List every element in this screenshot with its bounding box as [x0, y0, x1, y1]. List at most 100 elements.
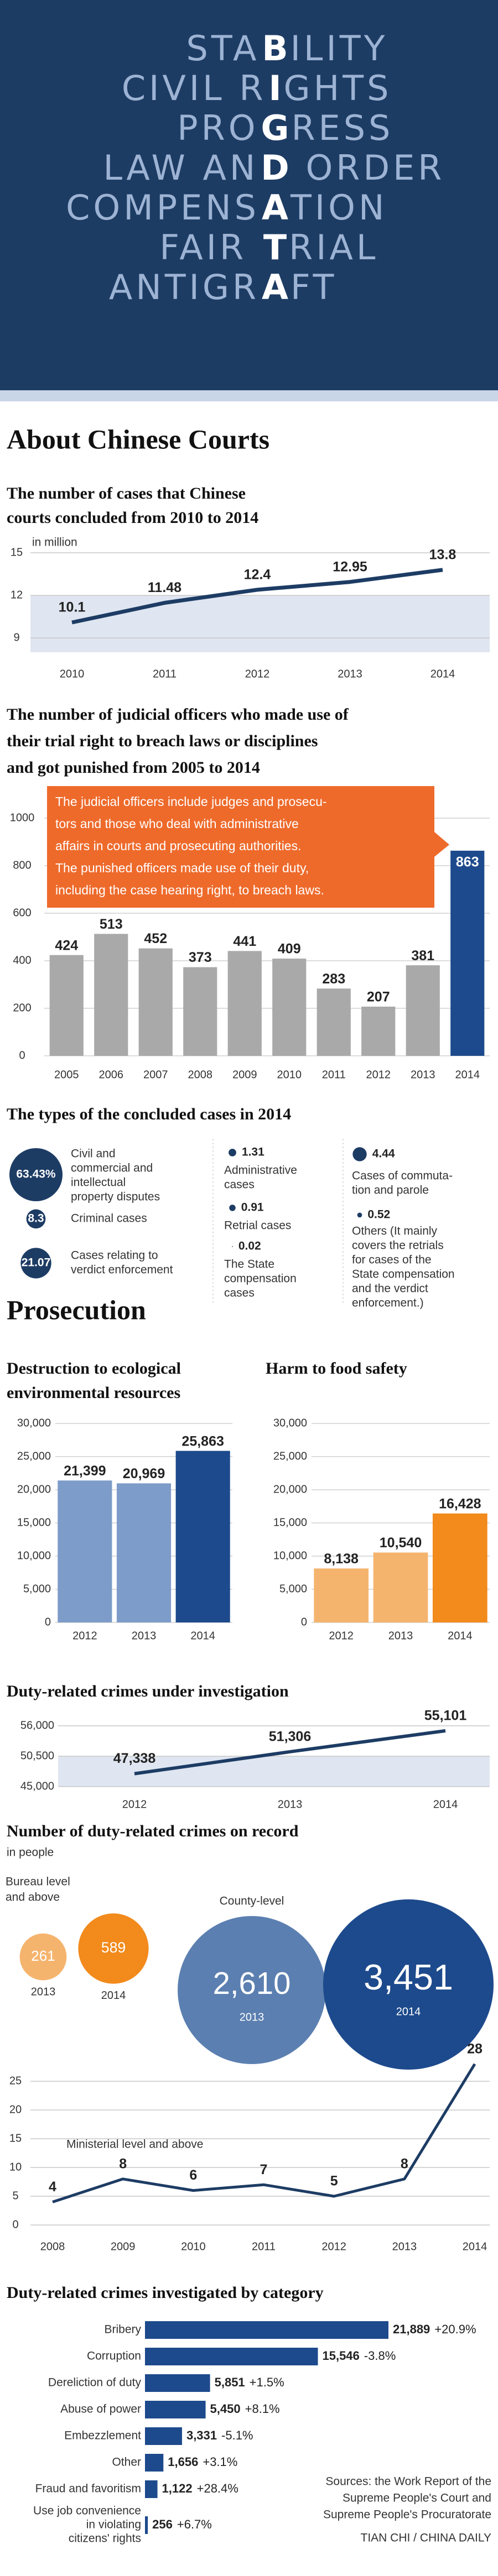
category-label: property disputes — [71, 1191, 160, 1203]
value-label: 21,889 +20.9% — [393, 2322, 476, 2336]
bar — [145, 2401, 206, 2418]
bar — [145, 2480, 158, 2498]
value-label: 13.8 — [429, 547, 456, 562]
chart-title: Duty-related crimes under investigation — [7, 1682, 289, 1700]
x-tick-label: 2013 — [278, 1798, 303, 1810]
bar — [145, 2427, 182, 2445]
value-label: 10,540 — [380, 1535, 422, 1551]
x-tick-label: 2006 — [99, 1069, 124, 1081]
value-label: 11.48 — [148, 580, 181, 595]
y-tick-label: 15 — [11, 546, 23, 558]
section-heading: Prosecution — [7, 1294, 146, 1325]
bar — [145, 2348, 318, 2365]
annotation-text: affairs in courts and prosecuting author… — [55, 839, 302, 853]
category-label: Use job convenience — [33, 2505, 141, 2517]
banner-word: CIVIL R — [122, 68, 267, 108]
bubble — [229, 1205, 236, 1211]
chart-title: Number of duty-related crimes on record — [7, 1822, 299, 1840]
value-label: 0.02 — [238, 1240, 261, 1253]
chart-subtitle: in people — [7, 1846, 54, 1859]
value-label: 4 — [49, 2179, 56, 2195]
bubble — [232, 1246, 233, 1247]
value-label: 21.07 — [22, 1256, 51, 1269]
data-line — [134, 1729, 446, 1776]
category-label: Dereliction of duty — [48, 2376, 142, 2389]
value-label: 513 — [100, 917, 123, 932]
chart-title: their trial right to breach laws or disc… — [7, 732, 318, 750]
value-label: 5 — [330, 2174, 338, 2189]
value-label: 5,851 +1.5% — [215, 2375, 284, 2389]
value-label: 2,610 — [213, 1966, 291, 2001]
x-tick-label: 2011 — [153, 668, 177, 680]
section-heading: About Chinese Courts — [7, 423, 269, 454]
value-label: 12.95 — [333, 559, 367, 574]
chart-title: The types of the concluded cases in 2014 — [7, 1105, 291, 1123]
bar — [450, 850, 485, 1056]
value-label: 51,306 — [269, 1729, 311, 1745]
value-label: 15,546 -3.8% — [322, 2349, 396, 2363]
bar — [183, 967, 217, 1056]
x-tick-label: 2012 — [366, 1069, 391, 1081]
bar — [145, 2374, 210, 2392]
x-tick-label: 2013 — [411, 1069, 435, 1081]
x-tick-label: 2011 — [322, 1069, 346, 1081]
category-label: Criminal cases — [71, 1212, 147, 1225]
bar — [317, 988, 351, 1056]
category-label: Embezzlement — [64, 2430, 141, 2442]
change: -3.8% — [364, 2349, 396, 2363]
banner-key-letter: G — [261, 108, 289, 148]
x-tick-label: 2014 — [455, 1069, 480, 1081]
category-label: The State — [224, 1258, 274, 1271]
x-tick-label: 2013 — [132, 1630, 157, 1642]
x-tick-label: 2008 — [40, 2240, 65, 2253]
value-label: 3,451 — [364, 1957, 453, 1997]
value-label: 0.91 — [241, 1201, 264, 1214]
x-tick-label: 2010 — [277, 1069, 302, 1081]
banner-word: GHTS — [284, 68, 392, 108]
chart-label: Ministerial level and above — [66, 2138, 203, 2151]
value-label: 12.4 — [244, 567, 271, 582]
category-label: in violating — [86, 2519, 141, 2531]
y-tick-label: 0 — [12, 2218, 18, 2231]
y-tick-label: 15 — [9, 2132, 22, 2144]
value-label: 409 — [278, 941, 301, 957]
bubble — [357, 1212, 362, 1218]
banner-word: STA — [186, 28, 260, 69]
year-label: 2014 — [396, 2006, 421, 2018]
x-tick-label: 2013 — [392, 2240, 417, 2253]
banner-strip — [0, 390, 498, 401]
x-tick-label: 2013 — [388, 1630, 413, 1642]
change: +6.7% — [177, 2517, 212, 2531]
value-label: 4.44 — [372, 1148, 395, 1160]
bubble — [19, 1933, 67, 1981]
x-tick-label: 2010 — [60, 668, 85, 680]
category-label: Bribery — [104, 2323, 141, 2336]
category-label: Cases relating to — [71, 1249, 158, 1262]
change: +3.1% — [203, 2455, 237, 2469]
banner-key-letter: A — [262, 267, 288, 307]
y-tick-label: 15,000 — [273, 1516, 307, 1528]
value-label: 1,122 +28.4% — [162, 2481, 238, 2495]
bubble — [323, 1899, 494, 2070]
bar — [116, 1483, 172, 1622]
year-label: 2013 — [31, 1986, 56, 1998]
banner-key-letter: T — [263, 227, 287, 268]
y-tick-label: 0 — [45, 1616, 51, 1628]
category-label: commercial and — [71, 1162, 153, 1175]
value-label: 6 — [189, 2167, 197, 2183]
value: 5,851 — [215, 2375, 245, 2389]
value-label: 20,969 — [123, 1466, 165, 1481]
banner-word: RIAL — [289, 227, 378, 268]
banner-word: COMPENS — [66, 187, 260, 228]
banner-background — [0, 0, 498, 390]
y-tick-label: 400 — [13, 954, 31, 966]
value-label: 424 — [55, 938, 78, 953]
value: 1,122 — [162, 2481, 193, 2495]
year-label: 2014 — [101, 1989, 126, 2002]
banner-key-letter: B — [262, 28, 288, 69]
chart-title: courts concluded from 2010 to 2014 — [7, 509, 258, 527]
y-tick-label: 12 — [11, 589, 23, 601]
category-label: intellectual — [71, 1176, 126, 1189]
y-tick-label: 1000 — [10, 811, 35, 824]
value-label: 8.3 — [28, 1212, 44, 1225]
